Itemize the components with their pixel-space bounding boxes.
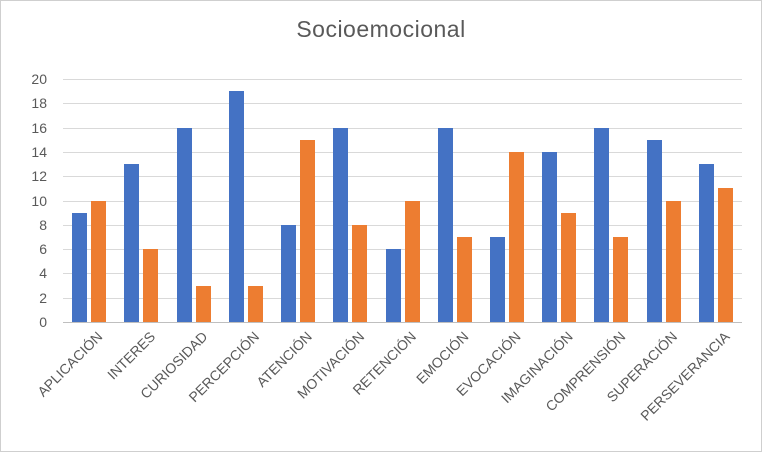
y-tick-label: 14 — [31, 143, 47, 160]
bar-blue[interactable] — [333, 127, 349, 322]
y-tick-label: 0 — [39, 314, 47, 330]
bar-orange[interactable] — [717, 188, 733, 322]
gridline — [63, 79, 742, 80]
bar-blue[interactable] — [698, 164, 714, 322]
gridline — [63, 151, 742, 153]
bar-group — [167, 79, 219, 322]
bar-blue[interactable] — [646, 139, 662, 322]
bar-blue[interactable] — [176, 127, 192, 322]
bar-group — [272, 79, 324, 322]
gridline — [63, 176, 742, 178]
y-axis: 0 2 4 6 8 10 12 14 16 18 20 — [1, 72, 47, 329]
chart-title: Socioemocional — [296, 16, 466, 42]
bar-orange[interactable] — [665, 200, 681, 322]
gridline — [63, 273, 742, 275]
gridline — [63, 200, 742, 202]
bar-orange[interactable] — [613, 236, 629, 322]
bar-orange[interactable] — [456, 236, 472, 322]
bar-blue[interactable] — [437, 127, 453, 322]
y-tick-label: 10 — [31, 192, 47, 209]
y-tick-label: 4 — [39, 265, 47, 282]
bar-group — [690, 79, 742, 322]
bar-groups — [63, 79, 742, 322]
bar-blue[interactable] — [385, 249, 401, 322]
x-axis-line — [63, 322, 742, 323]
bar-blue[interactable] — [489, 236, 505, 322]
bar-orange[interactable] — [91, 200, 107, 322]
bar-blue[interactable] — [542, 151, 558, 322]
gridline — [63, 249, 742, 251]
bar-orange[interactable] — [143, 249, 159, 322]
y-tick-label: 8 — [39, 216, 47, 233]
bar-orange[interactable] — [247, 285, 263, 322]
bar-group — [115, 79, 167, 322]
gridline — [63, 103, 742, 105]
bar-group — [324, 79, 376, 322]
gridline — [63, 297, 742, 299]
bar-group — [429, 79, 481, 322]
bar-orange[interactable] — [404, 200, 420, 322]
bar-orange[interactable] — [508, 151, 524, 322]
x-category-label: APLICACIÓN — [34, 328, 106, 400]
bar-blue[interactable] — [228, 91, 244, 322]
y-tick-label: 16 — [31, 119, 47, 136]
bar-group — [638, 79, 690, 322]
gridline — [63, 224, 742, 226]
bar-blue[interactable] — [281, 224, 297, 322]
bar-orange[interactable] — [561, 212, 577, 322]
bar-orange[interactable] — [352, 224, 368, 322]
bar-blue[interactable] — [72, 212, 88, 322]
y-tick-label: 12 — [31, 168, 47, 185]
bar-group — [481, 79, 533, 322]
plot-area — [63, 79, 742, 323]
bar-group — [63, 79, 115, 322]
gridline — [63, 127, 742, 129]
bar-blue[interactable] — [124, 164, 140, 322]
x-axis: APLICACIÓN INTERES CURIOSIDAD PERCEPCIÓN ATE… — [1, 328, 761, 447]
y-tick-label: 18 — [31, 95, 47, 112]
bar-group — [376, 79, 428, 322]
bar-group — [220, 79, 272, 322]
bar-orange[interactable] — [195, 285, 211, 322]
bar-group — [585, 79, 637, 322]
bar-orange[interactable] — [300, 139, 316, 322]
y-tick-label: 6 — [39, 241, 47, 258]
x-category-label: INTERES — [103, 328, 158, 383]
y-tick-label: 20 — [31, 71, 47, 87]
y-tick-label: 2 — [39, 289, 47, 306]
bar-group — [533, 79, 585, 322]
bar-blue[interactable] — [594, 127, 610, 322]
